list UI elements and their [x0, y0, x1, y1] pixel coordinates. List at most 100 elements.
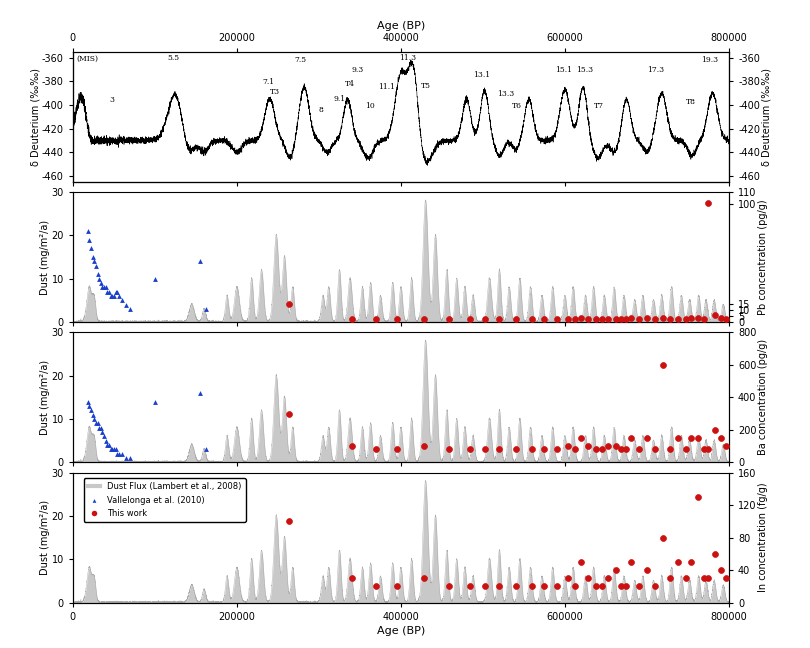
Point — [526, 581, 539, 592]
Point — [124, 453, 137, 463]
Point — [463, 581, 476, 592]
Point — [120, 453, 133, 463]
Point — [609, 565, 622, 575]
Y-axis label: Dust (mg/m²/a): Dust (mg/m²/a) — [40, 360, 50, 435]
Point — [680, 444, 693, 454]
Point — [148, 273, 161, 284]
X-axis label: Age (BP): Age (BP) — [377, 626, 425, 636]
Point — [625, 557, 637, 567]
Point — [569, 314, 582, 325]
Point — [702, 573, 715, 583]
Point — [633, 444, 646, 454]
Point — [562, 573, 575, 583]
Point — [84, 405, 97, 415]
Point — [692, 433, 705, 443]
Point — [575, 557, 588, 567]
Point — [601, 573, 614, 583]
Point — [590, 444, 603, 454]
Point — [81, 226, 94, 237]
Point — [609, 314, 622, 324]
Point — [641, 565, 654, 575]
Text: 13.1: 13.1 — [473, 71, 490, 79]
Point — [103, 440, 116, 450]
Point — [390, 581, 403, 592]
Legend: Dust Flux (Lambert et al., 2008), Vallelonga et al. (2010), This work: Dust Flux (Lambert et al., 2008), Vallel… — [83, 478, 245, 522]
Point — [595, 314, 608, 325]
Text: T7: T7 — [595, 102, 604, 110]
Point — [99, 283, 112, 293]
Point — [582, 573, 595, 583]
Y-axis label: Dust (mg/m²/a): Dust (mg/m²/a) — [40, 220, 50, 295]
Point — [680, 314, 693, 325]
Point — [671, 557, 684, 567]
Point — [620, 444, 633, 454]
Point — [463, 314, 476, 325]
Point — [108, 444, 121, 454]
Point — [97, 283, 110, 293]
Point — [633, 581, 646, 592]
Point — [282, 299, 295, 310]
Text: T3: T3 — [271, 87, 280, 95]
Point — [199, 444, 212, 454]
Point — [94, 278, 107, 288]
Point — [89, 260, 102, 271]
Point — [106, 291, 119, 301]
Point — [509, 314, 522, 325]
Point — [569, 581, 582, 592]
Point — [390, 314, 403, 325]
Point — [714, 433, 727, 443]
Point — [111, 448, 124, 459]
Point — [614, 581, 627, 592]
Point — [609, 441, 622, 451]
Point — [569, 444, 582, 454]
Point — [463, 444, 476, 454]
Text: 11.1: 11.1 — [377, 83, 394, 91]
Text: 19.3: 19.3 — [701, 56, 718, 64]
Point — [442, 314, 455, 325]
Point — [719, 441, 732, 451]
Point — [92, 273, 105, 284]
Point — [109, 444, 122, 454]
Point — [714, 312, 727, 323]
Point — [671, 314, 684, 324]
Point — [97, 431, 110, 441]
Point — [657, 312, 670, 323]
Y-axis label: Pb concentration (pg/g): Pb concentration (pg/g) — [758, 200, 768, 315]
Point — [582, 441, 595, 451]
Point — [698, 314, 711, 325]
Point — [124, 304, 137, 314]
Point — [442, 444, 455, 454]
Point — [698, 444, 711, 454]
Point — [96, 283, 109, 293]
Text: T6: T6 — [513, 102, 522, 110]
Point — [625, 433, 637, 443]
Point — [116, 295, 129, 306]
Text: 11.3: 11.3 — [399, 54, 416, 62]
Point — [83, 401, 96, 411]
Point — [582, 314, 595, 324]
Point — [91, 269, 104, 279]
Point — [692, 492, 705, 502]
Point — [199, 304, 212, 314]
Point — [509, 444, 522, 454]
Point — [595, 581, 608, 592]
Point — [478, 444, 491, 454]
Point — [99, 435, 112, 446]
Point — [194, 388, 207, 399]
Text: T8: T8 — [686, 98, 697, 106]
Point — [509, 581, 522, 592]
Text: 3: 3 — [110, 96, 115, 104]
Point — [590, 581, 603, 592]
Point — [671, 433, 684, 443]
Point — [106, 444, 119, 454]
X-axis label: Age (BP): Age (BP) — [377, 21, 425, 30]
Point — [194, 256, 207, 266]
Point — [84, 243, 97, 253]
Point — [714, 565, 727, 575]
Point — [692, 312, 705, 323]
Point — [282, 408, 295, 419]
Y-axis label: Ba concentration (pg/g): Ba concentration (pg/g) — [758, 340, 768, 456]
Point — [417, 573, 430, 583]
Point — [709, 549, 722, 559]
Point — [620, 581, 633, 592]
